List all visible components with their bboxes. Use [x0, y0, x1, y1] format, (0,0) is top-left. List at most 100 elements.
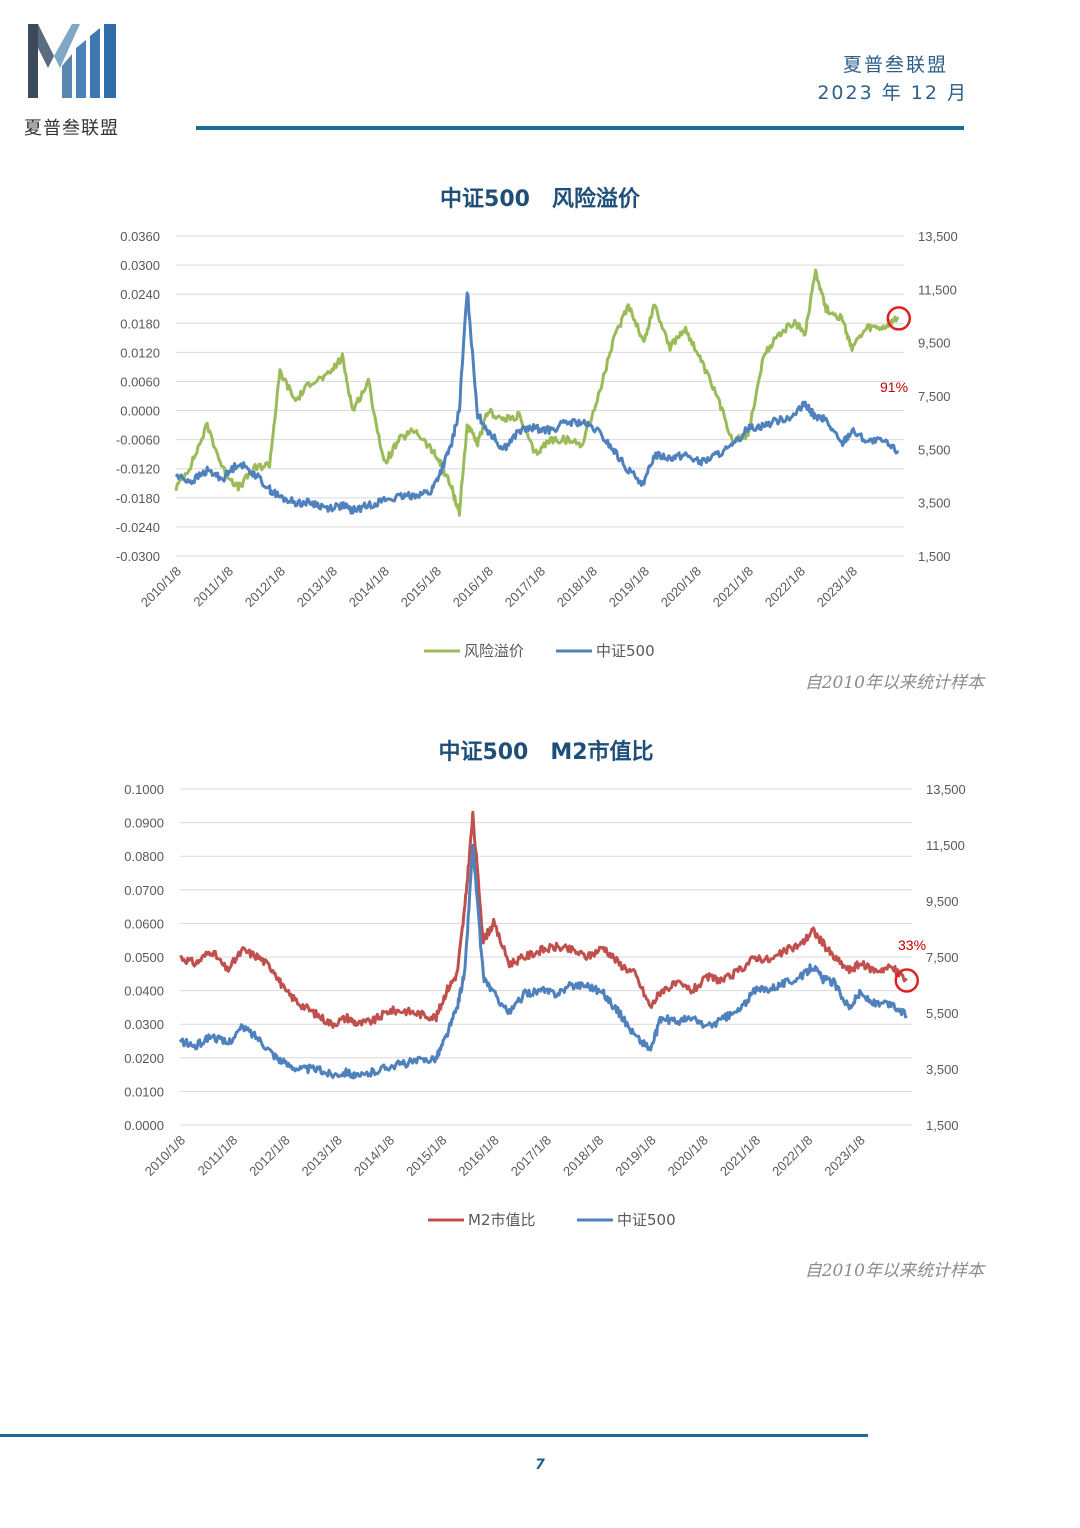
x-tick: 2022/1/8 — [769, 1133, 815, 1179]
x-tick-label: 2012/1/8 — [246, 1133, 292, 1179]
x-tick: 2014/1/8 — [346, 564, 392, 610]
logo-text: 夏普叁联盟 — [24, 118, 119, 139]
risk-premium-chart: 中证500 风险溢价 0.0360 0.0300 0.0240 0.0180 0.0120… — [0, 170, 1080, 700]
x-tick-label: 2014/1/8 — [351, 1133, 397, 1179]
y-left-tick-label: 0.0300 — [120, 258, 160, 273]
x-tick: 2022/1/8 — [762, 564, 808, 610]
y-left-tick-label: 0.0360 — [120, 229, 160, 244]
chart-title: 中证500 M2市值比 — [438, 739, 653, 765]
x-tick: 2010/1/8 — [142, 1133, 188, 1179]
series-line-2 — [174, 291, 899, 515]
x-tick-label: 2016/1/8 — [450, 564, 496, 610]
y-left-tick-label: 0.0240 — [120, 287, 160, 302]
x-tick: 2023/1/8 — [814, 564, 860, 610]
y-left-tick-label: 0.0400 — [124, 984, 164, 999]
x-tick-label: 2019/1/8 — [612, 1133, 658, 1179]
chart-1-svg: 中证500 风险溢价 0.0360 0.0300 0.0240 0.0180 0.0120… — [116, 186, 986, 693]
x-tick-label: 2016/1/8 — [455, 1133, 501, 1179]
chart-title: 中证500 风险溢价 — [440, 186, 641, 212]
x-tick: 2015/1/8 — [398, 564, 444, 610]
x-tick: 2020/1/8 — [658, 564, 704, 610]
x-tick-label: 2018/1/8 — [560, 1133, 606, 1179]
y-left-tick-label: 0.0200 — [124, 1051, 164, 1066]
y-left-tick-label: 0.0700 — [124, 883, 164, 898]
y-right-tick-label: 11,500 — [918, 282, 957, 297]
x-tick: 2011/1/8 — [190, 564, 236, 610]
y-right-tick-label: 1,500 — [918, 549, 951, 564]
header-rule — [196, 126, 964, 130]
x-tick-label: 2014/1/8 — [346, 564, 392, 610]
x-tick-label: 2011/1/8 — [195, 1133, 241, 1179]
header-org: 夏普叁联盟 — [842, 54, 948, 76]
y-left-tick-label: -0.0180 — [116, 491, 160, 506]
x-tick-label: 2022/1/8 — [769, 1133, 815, 1179]
y-right-tick-label: 9,500 — [926, 894, 959, 909]
y-left-tick-label: 0.0060 — [120, 374, 160, 389]
logo-mark — [28, 24, 116, 98]
x-tick: 2021/1/8 — [710, 564, 756, 610]
percentile-annotation: 91% — [880, 379, 908, 395]
x-tick-label: 2010/1/8 — [142, 1133, 188, 1179]
x-tick-label: 2023/1/8 — [821, 1133, 867, 1179]
x-tick-label: 2022/1/8 — [762, 564, 808, 610]
x-tick: 2019/1/8 — [612, 1133, 658, 1179]
sample-note: 自2010年以来统计样本 — [805, 673, 986, 693]
y-right-tick-label: 3,500 — [918, 496, 951, 511]
m2-ratio-chart: 中证500 M2市值比 0.1000 0.0900 0.0800 0.0700 0.060… — [0, 722, 1080, 1292]
y-left-tick-label: -0.0300 — [116, 549, 160, 564]
x-tick: 2016/1/8 — [455, 1133, 501, 1179]
x-tick-label: 2020/1/8 — [658, 564, 704, 610]
x-tick-label: 2015/1/8 — [398, 564, 444, 610]
highlight-circle — [886, 306, 912, 331]
x-tick-label: 2017/1/8 — [502, 564, 548, 610]
legend-label: 中证500 — [596, 642, 655, 660]
y-right-tick-label: 13,500 — [918, 229, 958, 244]
x-tick-label: 2019/1/8 — [606, 564, 652, 610]
y-left-tick-label: 0.0000 — [120, 404, 160, 419]
y-left-tick-label: 0.0120 — [120, 345, 160, 360]
x-tick-label: 2013/1/8 — [299, 1133, 345, 1179]
y-left-tick-label: 0.0000 — [124, 1118, 164, 1133]
x-tick: 2017/1/8 — [502, 564, 548, 610]
x-tick: 2013/1/8 — [299, 1133, 345, 1179]
header-date: 2023 年 12 月 — [817, 82, 968, 104]
y-left-tick-label: 0.0500 — [124, 950, 164, 965]
x-tick-label: 2015/1/8 — [403, 1133, 449, 1179]
series-line-1 — [174, 268, 900, 517]
y-right-tick-label: 9,500 — [918, 336, 951, 351]
y-right-tick-label: 13,500 — [926, 782, 966, 797]
y-left-tick-label: 0.0100 — [124, 1084, 164, 1099]
x-tick-label: 2023/1/8 — [814, 564, 860, 610]
x-tick: 2023/1/8 — [821, 1133, 867, 1179]
page-number: 7 — [535, 1457, 545, 1473]
y-right-tick-label: 11,500 — [926, 838, 965, 853]
logo — [24, 18, 124, 106]
x-tick-label: 2020/1/8 — [665, 1133, 711, 1179]
x-tick-label: 2011/1/8 — [190, 564, 236, 610]
x-tick: 2014/1/8 — [351, 1133, 397, 1179]
y-left-tick-label: 0.0300 — [124, 1017, 164, 1032]
sample-note: 自2010年以来统计样本 — [805, 1261, 986, 1281]
x-tick: 2016/1/8 — [450, 564, 496, 610]
y-left-tick-label: 0.1000 — [124, 782, 164, 797]
x-tick: 2021/1/8 — [717, 1133, 763, 1179]
x-tick-label: 2010/1/8 — [138, 564, 184, 610]
y-right-tick-label: 7,500 — [918, 389, 951, 404]
x-tick: 2018/1/8 — [560, 1133, 606, 1179]
x-tick: 2015/1/8 — [403, 1133, 449, 1179]
x-tick-label: 2018/1/8 — [554, 564, 600, 610]
x-tick: 2020/1/8 — [665, 1133, 711, 1179]
x-tick-label: 2013/1/8 — [294, 564, 340, 610]
x-tick: 2013/1/8 — [294, 564, 340, 610]
x-tick-label: 2021/1/8 — [710, 564, 756, 610]
x-tick-label: 2012/1/8 — [242, 564, 288, 610]
footer-rule — [0, 1434, 868, 1437]
y-right-tick-label: 1,500 — [926, 1118, 959, 1133]
x-tick-label: 2021/1/8 — [717, 1133, 763, 1179]
y-right-tick-label: 7,500 — [926, 950, 959, 965]
legend-label: M2市值比 — [468, 1211, 536, 1229]
y-left-tick-label: -0.0120 — [116, 462, 160, 477]
highlight-circle — [894, 968, 920, 993]
percentile-annotation: 33% — [898, 937, 926, 953]
y-left-tick-label: 0.0600 — [124, 916, 164, 931]
